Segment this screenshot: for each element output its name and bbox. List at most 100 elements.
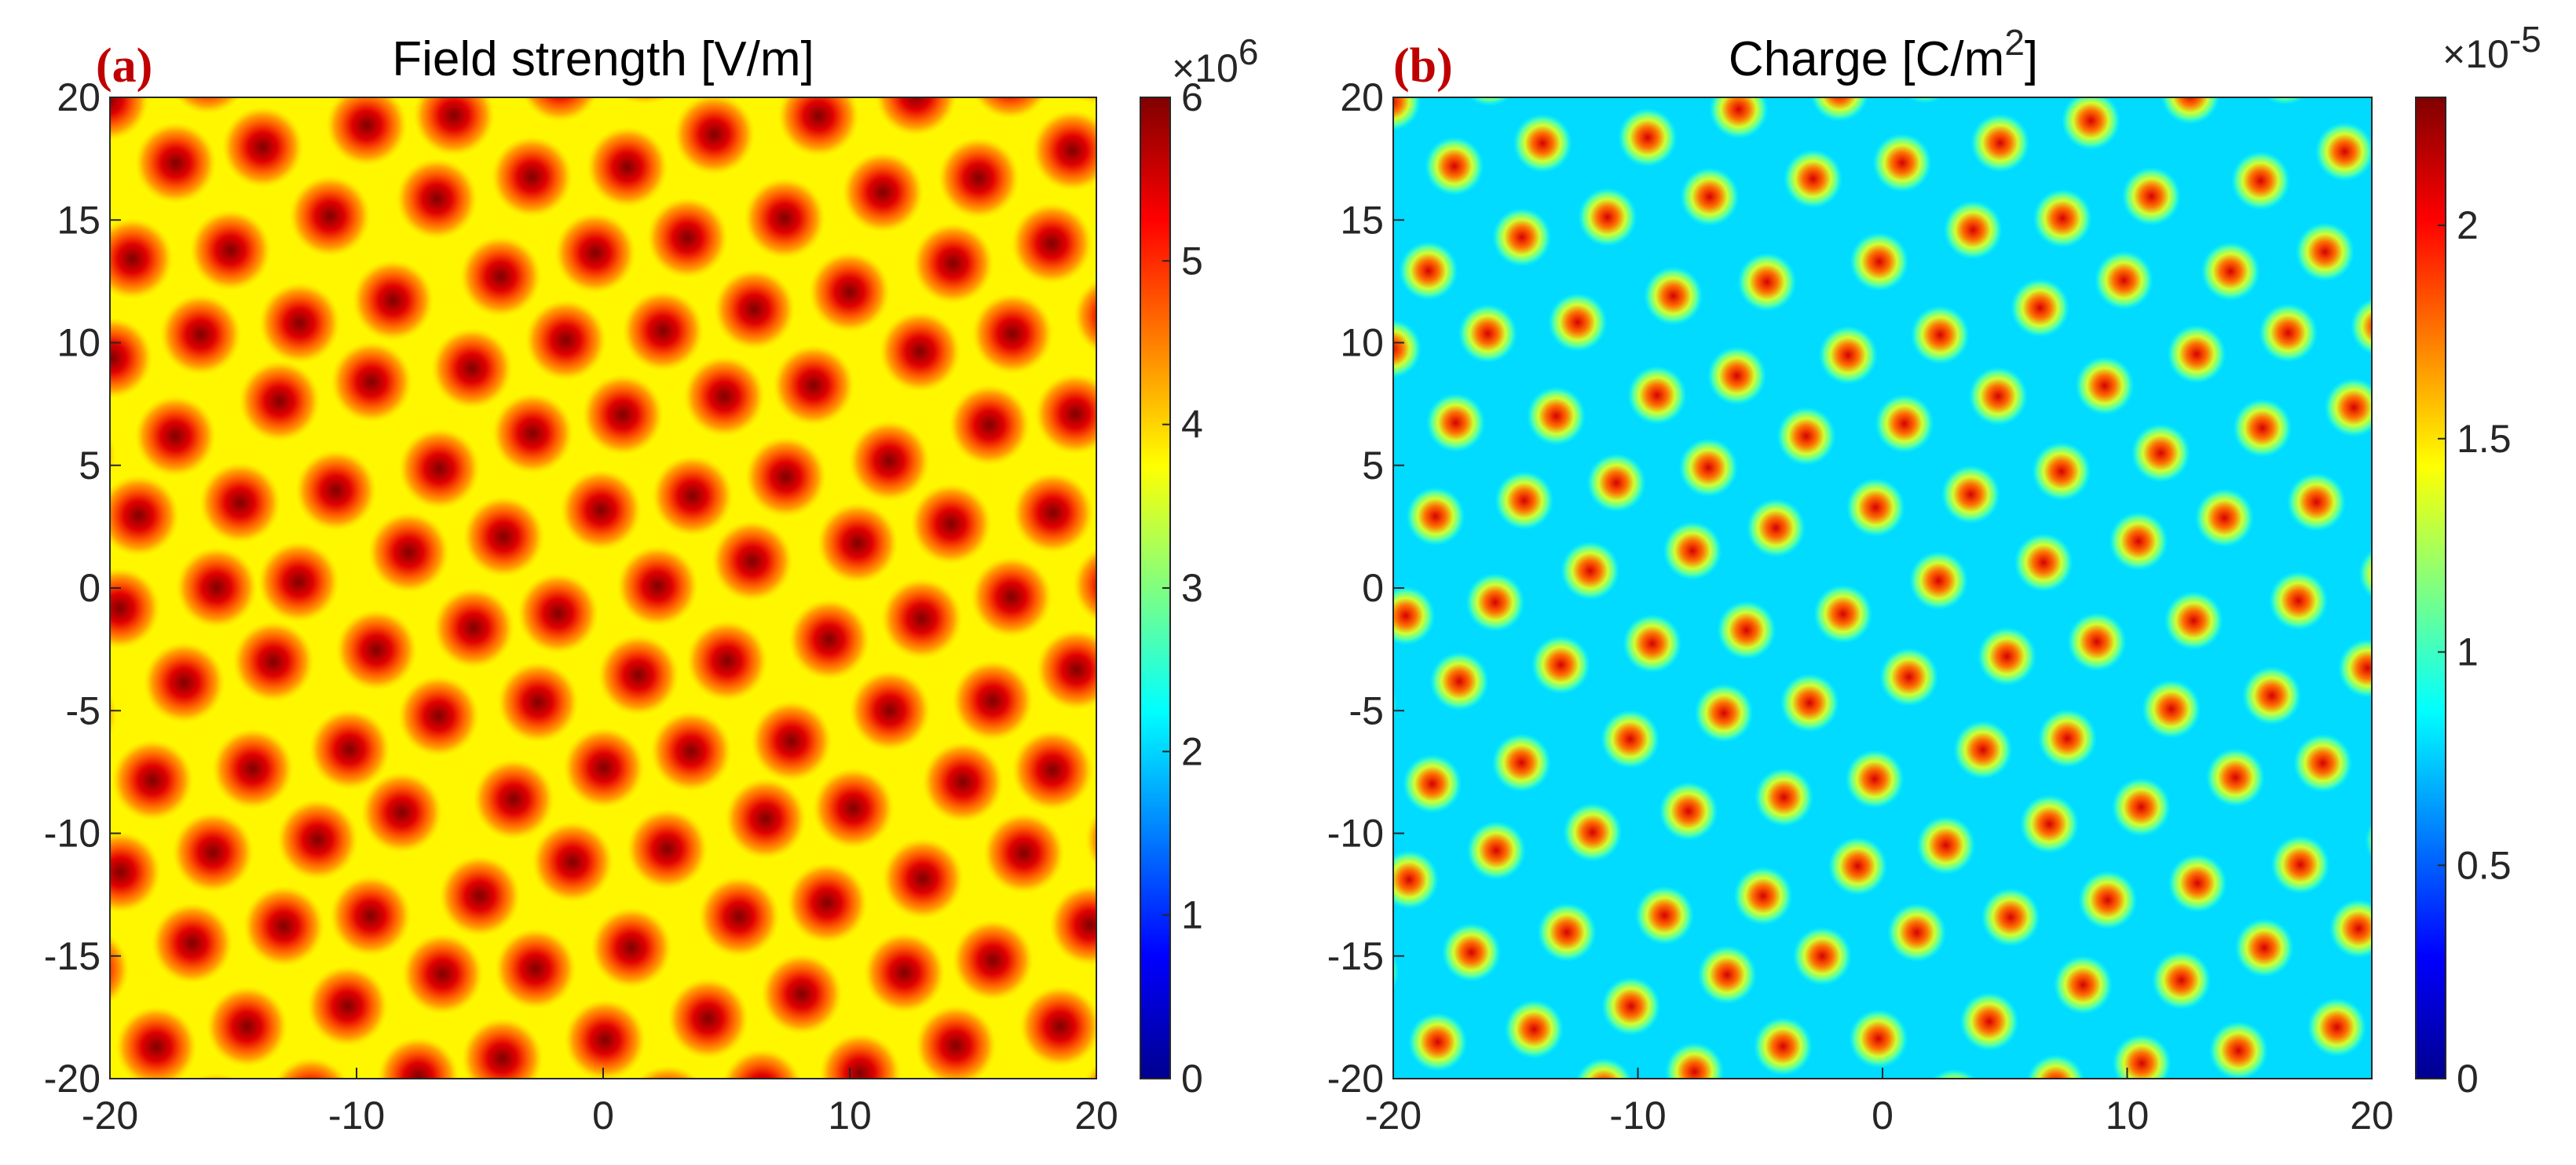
heatmap-spot [2026, 1054, 2085, 1079]
heatmap-spot [582, 374, 664, 456]
heatmap-spot [563, 727, 645, 809]
heatmap-spot [651, 455, 734, 537]
heatmap-spot [849, 670, 931, 751]
heatmap-spot [2094, 250, 2153, 310]
heatmap-spot [1659, 781, 1718, 841]
heatmap-spot [2067, 612, 2127, 672]
heatmap-spot [1407, 1012, 1468, 1072]
heatmap-spot [2307, 997, 2367, 1057]
heatmap-spot [1393, 954, 1400, 990]
heatmap-spot [1849, 1009, 1908, 1068]
heatmap-spot [971, 556, 1052, 638]
heatmap-spot [879, 310, 961, 393]
heatmap-spot [842, 152, 924, 233]
heatmap-spot [258, 16, 339, 97]
heatmap-spot [492, 393, 573, 474]
heatmap-spot [1627, 365, 1687, 425]
x-tick-label: 20 [1074, 1094, 1118, 1138]
heatmap-spot [463, 495, 545, 578]
heatmap-spot [398, 428, 481, 509]
heatmap-spot [1932, 1068, 1977, 1079]
heatmap-spot [621, 97, 669, 105]
heatmap-spot [761, 953, 843, 1035]
heatmap-spot [1548, 292, 1608, 352]
heatmap-spot [1746, 498, 1806, 558]
heatmap-spot [2358, 549, 2372, 599]
heatmap-spot [2230, 151, 2291, 210]
colorbar-tick-label: 0.5 [2457, 843, 2512, 887]
heatmap-spot [1678, 437, 1738, 498]
heatmap-spot [397, 675, 480, 757]
colorbar-ticks-a: 6 5 4 3 2 1 0 [1162, 75, 1203, 1101]
heatmap-spot [2205, 747, 2265, 808]
heatmap-spot [1813, 584, 1873, 644]
y-tick-label: 20 [57, 75, 101, 119]
heatmap-spot [2194, 488, 2254, 548]
y-tick-label: 15 [57, 198, 101, 242]
heatmap-spot [2131, 423, 2190, 483]
heatmap-spot [2314, 122, 2372, 181]
heatmap-spot [1981, 887, 2040, 948]
panel-label-a: (a) [96, 39, 152, 93]
heatmap-spot [952, 919, 1034, 1001]
colorbar-tick-label: 0 [2457, 1057, 2479, 1101]
heatmap-spot [1776, 406, 1836, 466]
y-axis-a: 20 15 10 5 0 -5 -10 -15 -20 [44, 75, 121, 1101]
heatmap-spot [1085, 811, 1096, 868]
heatmap-spot [360, 772, 443, 853]
colorbar-tick-label: 1.5 [2457, 417, 2512, 461]
heatmap-spot [686, 620, 768, 702]
heatmap-spot [638, 1065, 699, 1079]
heatmap-spot [1623, 614, 1682, 674]
heatmap-spot [2265, 97, 2306, 105]
colorbar-tick-label: 0 [1181, 1057, 1203, 1101]
heatmap-spot [587, 126, 668, 208]
heatmap-spot [1906, 97, 1944, 104]
heatmap-spot [626, 808, 708, 890]
heatmap-spot [2355, 35, 2414, 94]
heatmap-spot [650, 710, 732, 792]
heatmap-spot [1977, 626, 2036, 686]
heatmap-spot [1953, 720, 2013, 780]
heatmap-spot [938, 137, 1019, 219]
heatmap-spot [2268, 571, 2329, 630]
heatmap-spot [1012, 472, 1094, 553]
heatmap-spot [461, 1017, 543, 1079]
x-tick-label: 20 [2350, 1094, 2394, 1138]
colorbar-tick-label: 3 [1181, 566, 1203, 610]
colorbar-b [2415, 97, 2446, 1079]
heatmap-spot [1733, 866, 1793, 926]
heatmap-spot [1680, 167, 1740, 227]
heatmap-spot [1941, 465, 2000, 524]
heatmap-spot [2241, 666, 2302, 725]
heatmap-spot [819, 1032, 902, 1079]
heatmap-spot [1466, 1088, 1525, 1147]
heatmap-spot [750, 700, 832, 782]
heatmap-spot [1618, 108, 1678, 167]
heatmap-spot [1393, 849, 1439, 910]
colorbar-tick-label: 1 [2457, 630, 2479, 674]
heatmap-spot [309, 708, 391, 791]
y-tick-label: 15 [1340, 198, 1384, 242]
heatmap-spot [2232, 398, 2292, 458]
heatmap-spot [275, 1057, 347, 1079]
heatmap-spot [110, 97, 149, 141]
heatmap-spot [1845, 749, 1905, 809]
heatmap-spot [1073, 279, 1096, 352]
heatmap-spot [2337, 638, 2372, 698]
y-tick-label: -20 [1327, 1057, 1384, 1101]
heatmap-spot [110, 934, 130, 1004]
heatmap-spot [110, 831, 162, 913]
heatmap-spot [413, 97, 495, 156]
heatmap-spot [396, 158, 478, 239]
y-tick-label: -10 [44, 812, 101, 856]
heatmap-spot [1425, 393, 1486, 453]
heatmap-spot [1780, 673, 1839, 733]
heatmap-spot [110, 567, 160, 649]
heatmap-spot [1959, 992, 2019, 1052]
heatmap-spot [110, 433, 116, 476]
heatmap-spot [1019, 985, 1096, 1068]
panel-a: (a) Field strength [V/m] 20151050-5-10-1… [44, 16, 1259, 1138]
heatmap-spot [258, 282, 341, 364]
heatmap-spot [1034, 373, 1096, 455]
